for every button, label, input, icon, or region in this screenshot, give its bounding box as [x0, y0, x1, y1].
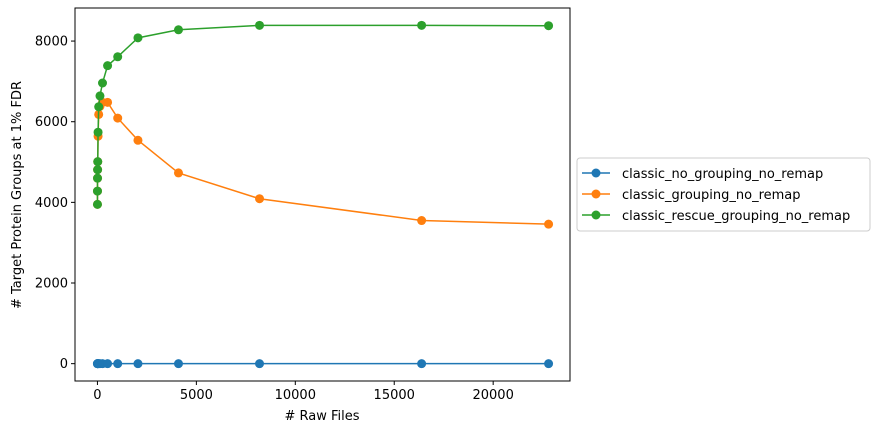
data-point — [113, 113, 123, 123]
y-tick-label: 8000 — [35, 35, 68, 50]
x-axis-label: # Raw Files — [284, 409, 359, 424]
x-tick-label: 10000 — [275, 388, 316, 403]
y-tick-label: 4000 — [35, 196, 68, 211]
legend-marker-1 — [591, 189, 601, 199]
data-point — [92, 186, 102, 196]
legend-frame — [576, 157, 871, 232]
y-tick-label: 0 — [60, 357, 68, 372]
data-point — [98, 78, 107, 88]
data-point — [92, 199, 102, 209]
data-point — [544, 219, 554, 229]
axes-layer: 0 5000 10000 15000 20000 0 2000 4000 6000 8000 — [35, 35, 514, 403]
series-layer — [92, 20, 554, 369]
data-point — [103, 61, 113, 71]
data-point — [173, 359, 183, 369]
y-tick-label: 6000 — [35, 115, 68, 130]
data-point — [255, 359, 265, 369]
data-point — [113, 52, 123, 62]
x-tick-label: 0 — [93, 388, 101, 403]
data-point — [417, 20, 427, 30]
legend-marker-0 — [591, 168, 601, 178]
data-point — [173, 25, 183, 35]
legend: classic_no_grouping_no_remap classic_gro… — [576, 157, 871, 232]
data-point — [103, 97, 113, 107]
legend-label-2: classic_rescue_grouping_no_remap — [622, 209, 850, 224]
data-point — [93, 165, 103, 175]
data-point — [133, 359, 143, 369]
data-point — [417, 359, 427, 369]
data-point — [103, 359, 113, 369]
data-point — [133, 33, 143, 43]
plot-frame — [74, 7, 571, 382]
legend-label-1: classic_grouping_no_remap — [622, 188, 801, 203]
x-tick-label: 20000 — [472, 388, 513, 403]
y-tick-label: 2000 — [35, 277, 68, 292]
data-point — [93, 127, 103, 137]
x-tick-label: 5000 — [180, 388, 213, 403]
x-tick-label: 15000 — [374, 388, 415, 403]
data-point — [93, 157, 103, 167]
data-point — [544, 21, 554, 31]
series-line-2 — [96, 24, 549, 205]
y-axis-label: # Target Protein Groups at 1% FDR — [10, 81, 25, 309]
data-point — [544, 359, 554, 369]
data-point — [94, 102, 104, 112]
data-point — [113, 359, 123, 369]
data-point — [417, 216, 427, 226]
series-line-1 — [96, 101, 549, 225]
data-point — [95, 91, 105, 101]
data-point — [133, 135, 143, 145]
legend-label-0: classic_no_grouping_no_remap — [622, 167, 823, 182]
legend-marker-2 — [591, 210, 601, 220]
data-point — [255, 194, 265, 204]
data-point — [255, 20, 265, 30]
data-point — [93, 173, 103, 183]
data-point — [173, 168, 183, 178]
